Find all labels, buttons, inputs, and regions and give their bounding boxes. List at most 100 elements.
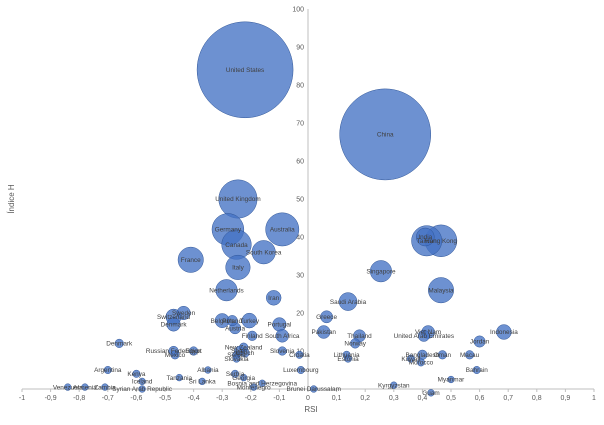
x-tick-label: 0,2 (360, 395, 370, 402)
bubble-label: Turkey (240, 318, 260, 325)
bubble-label: Australia (270, 227, 295, 234)
bubble-point (406, 354, 415, 363)
bubble-label: Hong Kong (425, 238, 457, 245)
y-tick-label: 30 (296, 273, 304, 280)
x-tick-label: 0,6 (475, 395, 485, 402)
bubble-point (170, 350, 180, 360)
bubble-label: South Korea (246, 249, 282, 256)
bubble-label: Georgia (232, 375, 255, 382)
bubble-label: Denmark (161, 322, 188, 329)
bubble-label: Sweden (172, 310, 196, 317)
bubble-label: Greece (316, 314, 337, 321)
bubble-point (344, 354, 353, 363)
y-tick-label: 70 (296, 121, 304, 128)
bubble-point (277, 346, 287, 356)
bubble-point (428, 277, 454, 304)
bubble-label: Spain (231, 348, 248, 355)
bubble-point (177, 246, 204, 273)
bubble-label: Morocco (409, 360, 434, 367)
bubble-point (258, 379, 266, 387)
x-tick-label: 0,7 (503, 395, 513, 402)
bubble-point (176, 305, 191, 321)
bubble-label: Sri Lanka (189, 379, 216, 386)
bubble-point (64, 383, 72, 391)
bubble-point (231, 369, 240, 378)
bubble-label: United Kingdom (215, 196, 260, 203)
bubble-point (175, 373, 183, 382)
bubble-point (296, 366, 305, 374)
x-tick-label: -0,2 (245, 395, 257, 402)
bubble-label: China (377, 132, 394, 139)
bubble-point (320, 310, 333, 324)
bubble-point (204, 366, 212, 374)
bubble-label: Estonia (337, 356, 359, 363)
bubble-point (225, 254, 251, 280)
x-axis-title: RSI (304, 405, 317, 414)
bubble-label: Egypt (185, 348, 202, 355)
y-tick-label: 80 (296, 83, 304, 90)
bubble-point (240, 373, 248, 382)
bubble-label: Serbia (227, 352, 246, 359)
x-tick-label: -0,1 (273, 395, 285, 402)
y-tick-label: 60 (296, 159, 304, 166)
bubble-label: Viet Nam (415, 329, 441, 336)
x-tick-label: 0,5 (446, 395, 456, 402)
bubble-label: Venezuela (53, 384, 83, 391)
bubble-point (241, 312, 258, 329)
bubble-point (369, 260, 392, 283)
bubble-point (447, 375, 455, 384)
bubble-label: Russian Federation (146, 348, 202, 355)
bubble-label: Armenia (73, 384, 97, 391)
bubble-point (275, 329, 289, 343)
bubble-label: Bangladesh (406, 352, 440, 359)
bubble-point (317, 325, 331, 339)
bubble-point (416, 227, 435, 247)
bubble-label: Brunei Darussalam (287, 386, 341, 393)
bubble-point (465, 350, 475, 360)
x-tick-label: 1 (592, 395, 596, 402)
bubble-label: Germany (215, 227, 242, 234)
bubble-point (265, 212, 300, 247)
bubble-point (226, 315, 238, 327)
bubble-labels: United States China United Kingdom Australi… (53, 67, 518, 397)
bubble-label: India (418, 234, 432, 241)
bubble-label: Pakistan (311, 329, 336, 336)
bubble-label: Slovakia (224, 356, 249, 363)
x-tick-label: 0,1 (332, 395, 342, 402)
bubble-point (427, 389, 435, 397)
bubble-label: Oman (434, 352, 452, 359)
bubble-label: Poland (222, 318, 242, 325)
bubble-label: Bosnia and Herzegovina (227, 381, 297, 388)
x-tick-label: -0,9 (45, 395, 57, 402)
bubble-point (295, 350, 304, 359)
x-tick-label: -0,4 (188, 395, 200, 402)
bubble-label: Lithuania (334, 352, 360, 359)
bubble-label: Canada (225, 242, 248, 249)
bubble-point (417, 358, 425, 367)
bubble-label: Serbia (226, 371, 245, 378)
bubble-label: Kuwait (401, 356, 420, 363)
bubble-point (472, 366, 481, 374)
bubble-label: Indonesia (490, 329, 518, 336)
bubble-point (215, 279, 238, 302)
y-tick-label: 50 (296, 197, 304, 204)
bubble-label: Malaysia (428, 287, 454, 294)
x-tick-label: -1 (19, 395, 25, 402)
x-tick-label: -0,3 (216, 395, 228, 402)
bubble-label: Norway (344, 341, 366, 348)
bubble-label: Bahrain (466, 367, 488, 374)
bubble-label: Iran (268, 295, 279, 302)
bubble-point (390, 381, 398, 389)
bubble-point (189, 346, 199, 356)
bubble-label: Montenegro (237, 384, 272, 391)
y-axis-title: Índice H (7, 184, 16, 214)
bubble-point (310, 385, 318, 393)
bubble-label: Jordan (470, 339, 490, 346)
bubble-point (114, 338, 124, 348)
y-tick-label: 100 (292, 7, 304, 14)
x-tick-label: -0,5 (159, 395, 171, 402)
x-tick-label: 0,9 (561, 395, 571, 402)
bubble-point (103, 366, 112, 374)
bubble-point (473, 335, 486, 348)
bubble-label: Thailand (347, 333, 372, 340)
